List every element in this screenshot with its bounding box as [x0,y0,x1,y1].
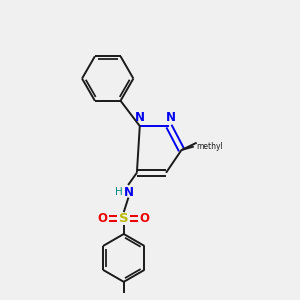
Text: S: S [119,212,129,225]
Text: N: N [123,186,134,199]
Text: methyl: methyl [197,142,224,151]
Text: H: H [115,187,123,197]
Text: O: O [140,212,150,225]
Text: N: N [165,111,176,124]
Text: O: O [98,212,108,225]
Text: N: N [135,111,145,124]
